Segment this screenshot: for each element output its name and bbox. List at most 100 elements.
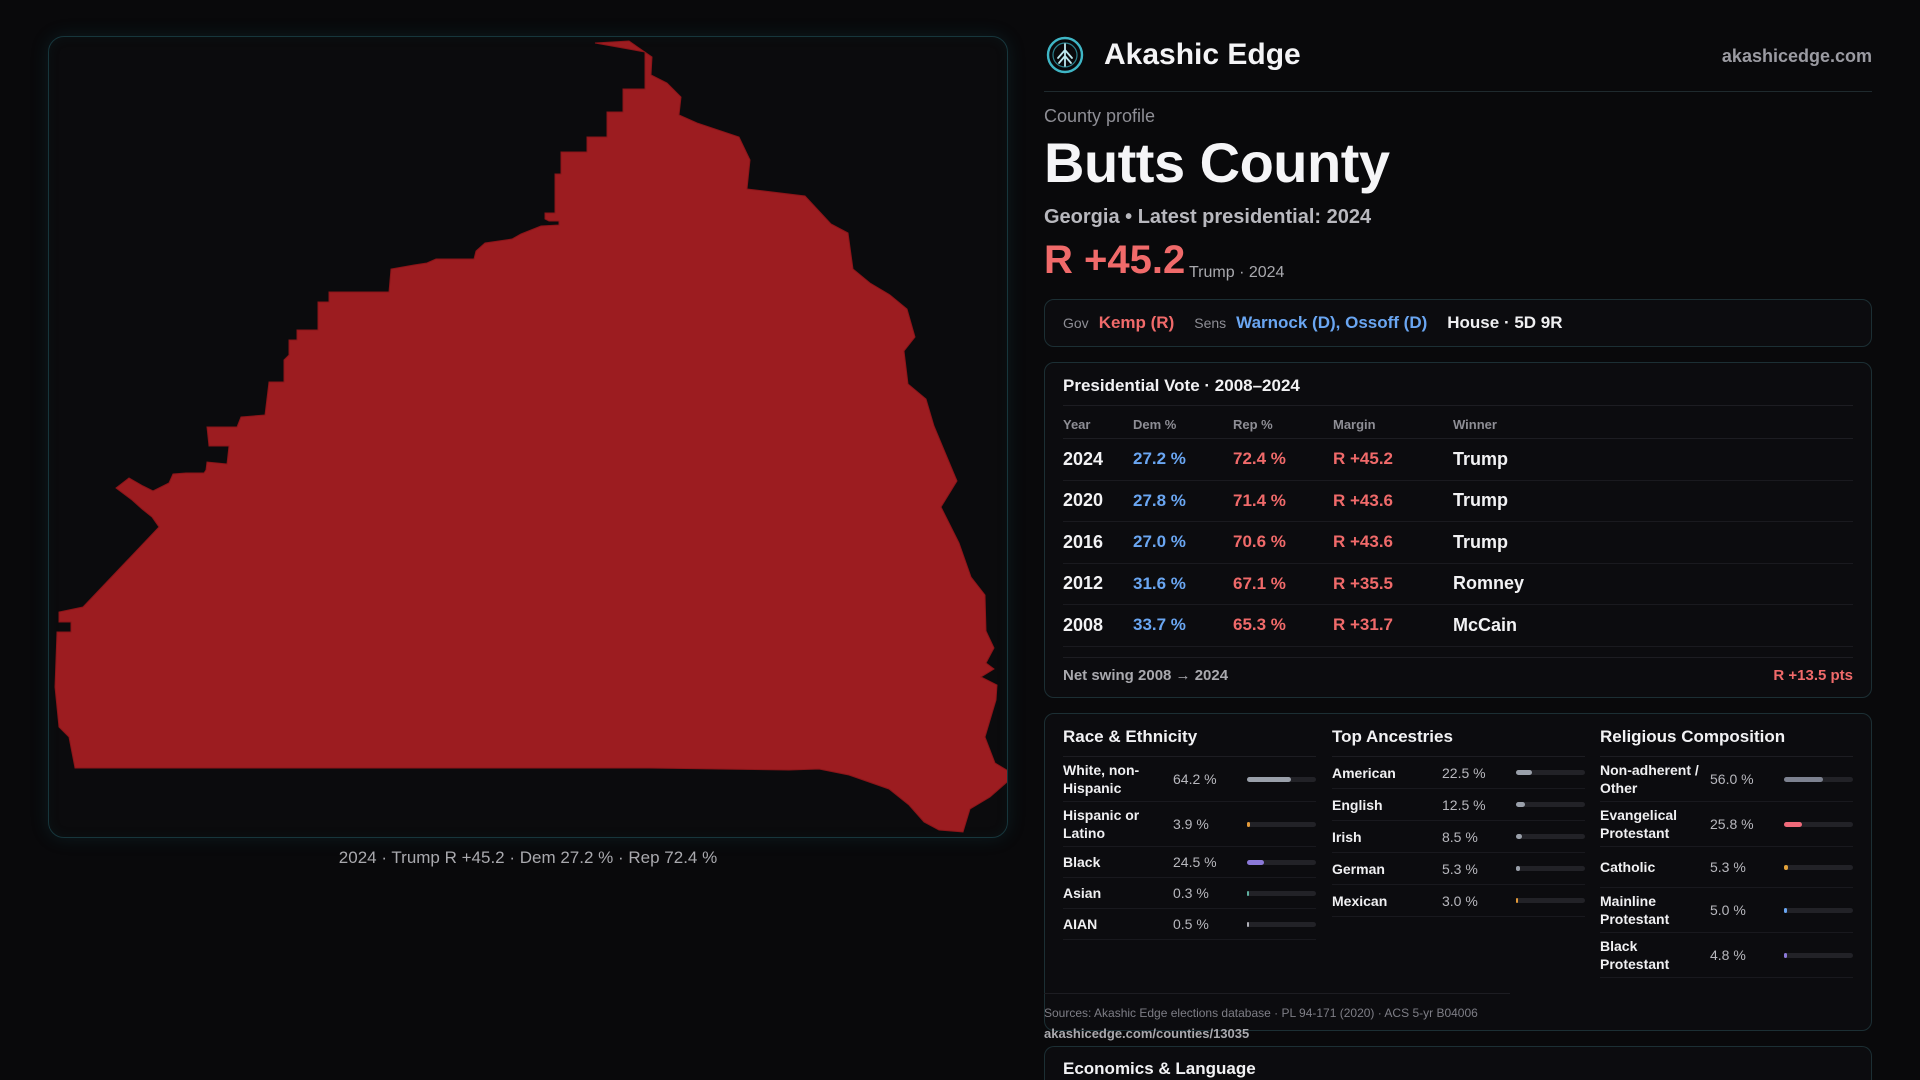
net-swing-label: Net swing 2008 → 2024 — [1063, 667, 1229, 684]
demographics-card: Race & Ethnicity White, non-Hispanic 64.2… — [1044, 713, 1872, 1031]
demographic-row: Hispanic or Latino 3.9 % — [1063, 802, 1316, 847]
demographic-label: English — [1332, 796, 1383, 813]
row-year: 2016 — [1063, 531, 1104, 552]
demographic-row: White, non-Hispanic 64.2 % — [1063, 757, 1316, 802]
ancestry-title: Top Ancestries — [1332, 727, 1585, 757]
row-dem: 31.6 % — [1133, 573, 1186, 593]
demographic-label: Catholic — [1600, 859, 1656, 875]
demographic-value: 12.5 % — [1442, 796, 1486, 813]
profile-eyebrow: County profile — [1044, 106, 1156, 126]
demographic-label: Mexican — [1332, 892, 1388, 909]
demographic-value: 3.0 % — [1442, 892, 1478, 909]
demographic-value: 5.3 % — [1710, 859, 1746, 875]
row-margin: R +35.5 — [1333, 573, 1394, 593]
demographic-label: German — [1332, 860, 1385, 877]
demographic-bar — [1247, 921, 1316, 927]
demographic-bar — [1516, 770, 1585, 775]
table-row: 2020 27.8 % 71.4 % R +43.6 Trump — [1063, 481, 1853, 522]
col-year: Year — [1063, 417, 1091, 432]
row-year: 2020 — [1063, 490, 1104, 511]
county-shape[interactable] — [54, 40, 1008, 833]
demographic-row: Catholic 5.3 % — [1600, 847, 1853, 888]
demographic-bar — [1784, 907, 1853, 913]
demographic-value: 8.5 % — [1442, 828, 1478, 845]
demographic-value: 4.8 % — [1710, 947, 1746, 963]
latest-margin: R +45.2 — [1044, 238, 1186, 282]
tree-emblem-icon[interactable] — [1046, 36, 1084, 74]
row-dem: 27.0 % — [1133, 532, 1186, 552]
brand-url-link[interactable]: akashicedge.com — [1721, 46, 1872, 66]
demographic-bar-fill — [1516, 834, 1522, 839]
demographic-label: Non-adherent / Other — [1600, 762, 1699, 796]
county-map-panel — [48, 36, 1008, 838]
demographic-row: English 12.5 % — [1332, 789, 1585, 821]
row-year: 2024 — [1063, 448, 1104, 469]
col-winner: Winner — [1453, 417, 1497, 432]
demographic-label: Black Protestant — [1600, 938, 1670, 972]
demographic-bar — [1516, 834, 1585, 839]
row-winner: Trump — [1453, 448, 1509, 469]
demographic-row: Black Protestant 4.8 % — [1600, 933, 1853, 978]
row-margin: R +43.6 — [1333, 490, 1394, 510]
row-winner: McCain — [1453, 614, 1518, 635]
demographic-value: 5.0 % — [1710, 902, 1746, 918]
net-swing-value: R +13.5 pts — [1773, 667, 1853, 684]
demographic-row: Asian 0.3 % — [1063, 878, 1316, 909]
gov-label: Gov — [1063, 315, 1089, 331]
demographic-bar-fill — [1516, 802, 1525, 807]
demographic-row: Irish 8.5 % — [1332, 821, 1585, 853]
demographic-label: American — [1332, 764, 1396, 781]
demographic-bar — [1516, 866, 1585, 871]
demographic-value: 0.5 % — [1173, 916, 1209, 932]
sens-label: Sens — [1194, 315, 1227, 331]
table-row: 2008 33.7 % 65.3 % R +31.7 McCain — [1063, 605, 1853, 647]
officials-card: Gov Kemp (R) Sens Warnock (D), Ossoff (D… — [1044, 299, 1872, 347]
table-row: 2016 27.0 % 70.6 % R +43.6 Trump — [1063, 522, 1853, 564]
demographic-bar-fill — [1784, 952, 1788, 958]
row-year: 2012 — [1063, 573, 1104, 594]
demographic-value: 56.0 % — [1710, 771, 1754, 787]
demographic-row: Black 24.5 % — [1063, 847, 1316, 878]
row-margin: R +45.2 — [1333, 449, 1394, 469]
row-winner: Trump — [1453, 490, 1509, 511]
demographic-bar-fill — [1247, 859, 1264, 865]
county-profile-panel: Akashic Edge akashicedge.com County prof… — [1044, 0, 1872, 1080]
row-dem: 27.2 % — [1133, 449, 1186, 469]
demographic-bar-fill — [1784, 776, 1823, 782]
demographic-bar-fill — [1516, 770, 1532, 775]
page-title: Butts County — [1044, 131, 1390, 194]
demographic-bar — [1784, 821, 1853, 827]
row-dem: 27.8 % — [1133, 490, 1186, 510]
demographic-bar — [1247, 890, 1316, 896]
brand-name[interactable]: Akashic Edge — [1104, 38, 1301, 71]
demographic-value: 22.5 % — [1442, 764, 1486, 781]
religion-title: Religious Composition — [1600, 727, 1853, 757]
demographic-label: Mainline Protestant — [1600, 893, 1670, 927]
demographic-row: AIAN 0.5 % — [1063, 909, 1316, 940]
col-dem: Dem % — [1133, 417, 1177, 432]
demographic-label: Irish — [1332, 828, 1362, 845]
row-rep: 70.6 % — [1233, 532, 1286, 552]
demographic-label: Black — [1063, 854, 1101, 870]
demographic-bar — [1784, 952, 1853, 958]
demographic-bar — [1247, 821, 1316, 827]
map-caption: 2024 · Trump R +45.2 · Dem 27.2 % · Rep … — [338, 848, 718, 867]
county-map — [54, 40, 1008, 833]
senators-value: Warnock (D), Ossoff (D) — [1236, 313, 1428, 332]
demographic-value: 3.9 % — [1173, 816, 1209, 832]
demographic-value: 5.3 % — [1442, 860, 1478, 877]
demographic-value: 25.8 % — [1710, 816, 1754, 832]
demographic-row: Mexican 3.0 % — [1332, 885, 1585, 917]
demographic-value: 0.3 % — [1173, 885, 1209, 901]
demographic-bar — [1516, 898, 1585, 903]
county-url-link[interactable]: akashicedge.com/counties/13035 — [1044, 1026, 1250, 1041]
demographic-label: White, non-Hispanic — [1063, 762, 1140, 796]
row-margin: R +31.7 — [1333, 615, 1394, 635]
demographic-bar-fill — [1516, 898, 1519, 903]
demographic-row: German 5.3 % — [1332, 853, 1585, 885]
race-title: Race & Ethnicity — [1063, 727, 1316, 757]
county-subtitle: Georgia • Latest presidential: 2024 — [1044, 206, 1372, 228]
sources-note: Sources: Akashic Edge elections database… — [1044, 1006, 1478, 1020]
demographic-bar-fill — [1247, 890, 1250, 896]
demographic-label: Hispanic or Latino — [1063, 807, 1140, 841]
